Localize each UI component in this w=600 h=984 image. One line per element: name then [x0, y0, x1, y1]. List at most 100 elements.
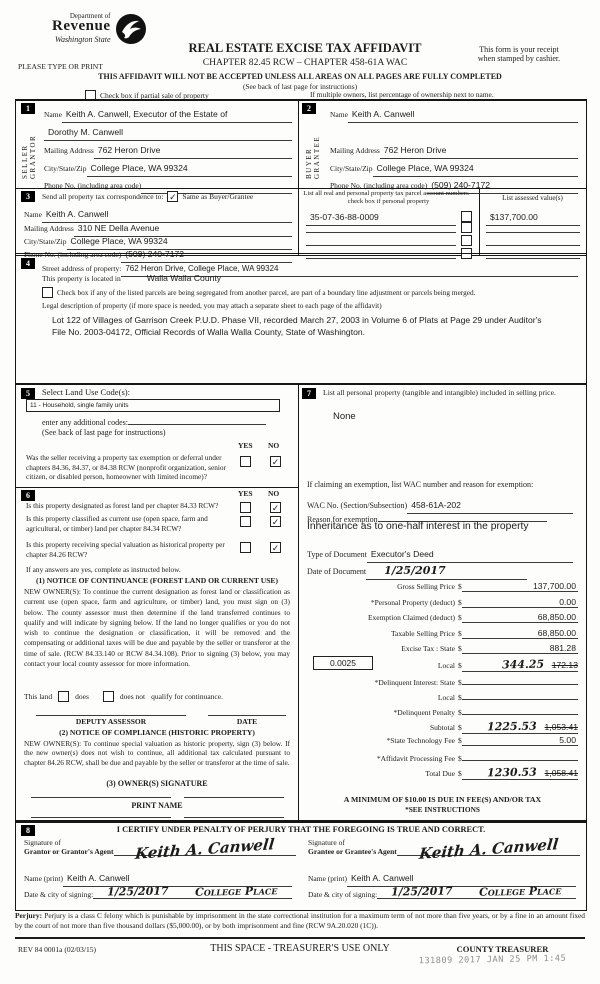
middle-box: 5 Select Land Use Code(s): 11 - Househol… — [15, 383, 587, 823]
grantee-signature-field[interactable]: Keith A. Canwell — [417, 835, 559, 863]
deputy-date-line[interactable] — [208, 715, 286, 716]
s6-q1-yes-checkbox[interactable] — [240, 502, 251, 513]
grantor-signature-field[interactable]: Keith A. Canwell — [134, 835, 276, 863]
land-use-code-field[interactable]: 11 - Household, single family units — [26, 399, 280, 412]
s6-q3-no-checkbox[interactable]: ✓ — [270, 542, 281, 553]
subtotal-hand-value[interactable]: 1225.53 — [486, 719, 537, 734]
seller-csz-field[interactable]: College Place, WA 99324 — [90, 163, 188, 173]
parcels-header: List all real and personal property tax … — [303, 190, 474, 205]
wac-label: WAC No. (Section/Subsection) — [307, 501, 408, 510]
excise-local-hand-value[interactable]: 344.25 — [501, 657, 544, 672]
please-type-note: PLEASE TYPE OR PRINT — [18, 62, 103, 71]
processing-fee-field[interactable] — [461, 750, 578, 761]
seller-name-field[interactable]: Keith A. Canwell, Executor of the Estate… — [65, 109, 228, 119]
buyer-csz-field[interactable]: College Place, WA 99324 — [376, 163, 474, 173]
grantor-city-field[interactable]: College Place — [194, 884, 278, 899]
warning-line: THIS AFFIDAVIT WILL NOT BE ACCEPTED UNLE… — [98, 72, 502, 81]
assessed-value-field[interactable]: $137,700.00 — [490, 212, 538, 222]
doc-type-field[interactable]: Executor's Deed — [370, 549, 434, 559]
grantee-date-field[interactable]: 1/25/2017 — [391, 884, 453, 899]
s5-yes-checkbox[interactable] — [240, 456, 251, 467]
parcel-2-personal-checkbox[interactable] — [461, 221, 472, 233]
reason-line[interactable] — [377, 511, 547, 522]
personal-deduct-value[interactable]: 0.00 — [559, 597, 576, 607]
corr-name-field[interactable]: Keith A. Canwell — [45, 209, 109, 219]
corr-csz-label: City/State/Zip — [24, 237, 67, 246]
does-label: does — [75, 692, 89, 701]
does-qualify-checkbox[interactable] — [58, 691, 70, 702]
grantor-date-field[interactable]: 1/25/2017 — [107, 884, 169, 899]
excise-state-value[interactable]: 881.28 — [549, 643, 576, 653]
form-chapter: CHAPTER 82.45 RCW – CHAPTER 458-61A WAC — [202, 57, 408, 68]
owner-signature-line-2[interactable] — [184, 797, 284, 798]
delinquent-penalty-field[interactable] — [461, 704, 578, 715]
reason-label: Reason for exemption — [307, 515, 378, 524]
same-as-buyer-checkbox[interactable]: ✓ — [167, 191, 179, 202]
delinquent-interest-state-field[interactable] — [461, 674, 578, 685]
street-address-label: Street address of property: — [42, 264, 122, 273]
s5-question: Was the seller receiving a property tax … — [26, 453, 226, 482]
buyer-csz-label: City/State/Zip — [330, 164, 373, 173]
wac-field[interactable]: 458-61A-202 — [411, 500, 461, 510]
s5-yes-header: YES — [238, 441, 253, 450]
seller-phone-field[interactable] — [141, 180, 145, 190]
print-name-label: PRINT NAME — [131, 801, 183, 810]
s6-q2-no-checkbox[interactable]: ✓ — [270, 516, 281, 527]
s6-q2-yes-checkbox[interactable] — [240, 516, 251, 527]
county-treasurer-label: COUNTY TREASURER — [456, 944, 549, 954]
grantor-name-print-field[interactable]: Keith A. Canwell — [66, 873, 130, 883]
personal-property-field[interactable]: None — [333, 411, 356, 422]
reason-field[interactable]: Inheritance as to one-half interest in t… — [307, 521, 529, 532]
excise-local-struck-value: 172.13 — [551, 660, 578, 670]
gross-price-value[interactable]: 137,700.00 — [532, 581, 576, 591]
treasurer-received-stamp: 131809 2017 JAN 25 PM 1:45 — [418, 953, 567, 967]
legal-description-field[interactable]: Lot 122 of Villages of Garrison Creek P.… — [52, 315, 542, 337]
personal-property-label: List all personal property (tangible and… — [323, 388, 556, 397]
owner-print-line-2[interactable] — [184, 817, 284, 818]
additional-codes-field[interactable] — [127, 414, 266, 425]
grantor-signature-of-label: Signature of — [24, 838, 61, 847]
does-not-qualify-checkbox[interactable] — [102, 691, 114, 702]
deputy-assessor-signature-line[interactable] — [36, 715, 186, 716]
corr-address-label: Mailing Address — [24, 224, 74, 233]
segregated-checkbox[interactable] — [42, 287, 53, 298]
buyer-phone-field[interactable]: (509) 240-7172 — [431, 180, 491, 190]
legal-description-label: Legal description of property (if more s… — [42, 301, 382, 310]
minimum-fee-note: A MINIMUM OF $10.00 IS DUE IN FEE(S) AND… — [343, 795, 542, 804]
street-address-field[interactable]: 762 Heron Drive, College Place, WA 99324 — [125, 264, 279, 273]
seller-address-field[interactable]: 762 Heron Drive — [97, 145, 161, 155]
corr-address-field[interactable]: 310 NE Della Avenue — [77, 223, 160, 233]
buyer-name-field[interactable]: Keith A. Canwell — [351, 109, 415, 119]
s6-yes-header: YES — [238, 489, 253, 498]
parcel-3-personal-checkbox[interactable] — [461, 234, 472, 246]
total-due-struck-value: 1,058.41 — [544, 768, 578, 778]
county-field[interactable]: Walla Walla County — [146, 273, 222, 283]
doc-date-field[interactable]: 1/25/2017 — [384, 564, 446, 577]
technology-fee-value[interactable]: 5.00 — [559, 735, 576, 745]
delinquent-penalty-label: *Delinquent Penalty — [393, 708, 455, 717]
grantee-city-field[interactable]: College Place — [478, 884, 562, 899]
buyer-address-field[interactable]: 762 Heron Drive — [383, 145, 447, 155]
notice-compliance-body: NEW OWNER(S): To continue special valuat… — [24, 739, 290, 767]
grantee-date-city-label: Date & city of signing: — [308, 890, 378, 899]
seller-phone-label: Phone No. (including area code) — [44, 181, 142, 190]
section-5-number: 5 — [21, 388, 35, 399]
owner-signature-line-1[interactable] — [31, 797, 171, 798]
grantee-name-print-field[interactable]: Keith A. Canwell — [350, 873, 414, 883]
same-as-buyer-label: Same as Buyer/Grantee — [182, 192, 254, 201]
total-due-hand-value[interactable]: 1230.53 — [486, 765, 537, 780]
exemption-claimed-value[interactable]: 68,850.00 — [537, 612, 576, 622]
parcel-number-field[interactable]: 35-07-36-88-0009 — [310, 212, 379, 222]
corr-csz-field[interactable]: College Place, WA 99324 — [70, 236, 168, 246]
owner-print-line-1[interactable] — [31, 817, 171, 818]
delinquent-interest-local-field[interactable] — [461, 689, 578, 700]
logo-state-text: Washington State — [55, 35, 111, 44]
grantor-agent-label: Grantor or Grantor's Agent — [24, 847, 114, 856]
s6-q3-yes-checkbox[interactable] — [240, 542, 251, 553]
seller-address-label: Mailing Address — [44, 146, 94, 155]
s6-q1-no-checkbox[interactable]: ✓ — [270, 502, 281, 513]
s5-no-checkbox[interactable]: ✓ — [270, 456, 281, 467]
corr-phone-field[interactable]: (509) 240-7172 — [125, 249, 185, 259]
taxable-price-value[interactable]: 68,850.00 — [537, 628, 576, 638]
seller-name2-field[interactable]: Dorothy M. Canwell — [48, 127, 123, 137]
